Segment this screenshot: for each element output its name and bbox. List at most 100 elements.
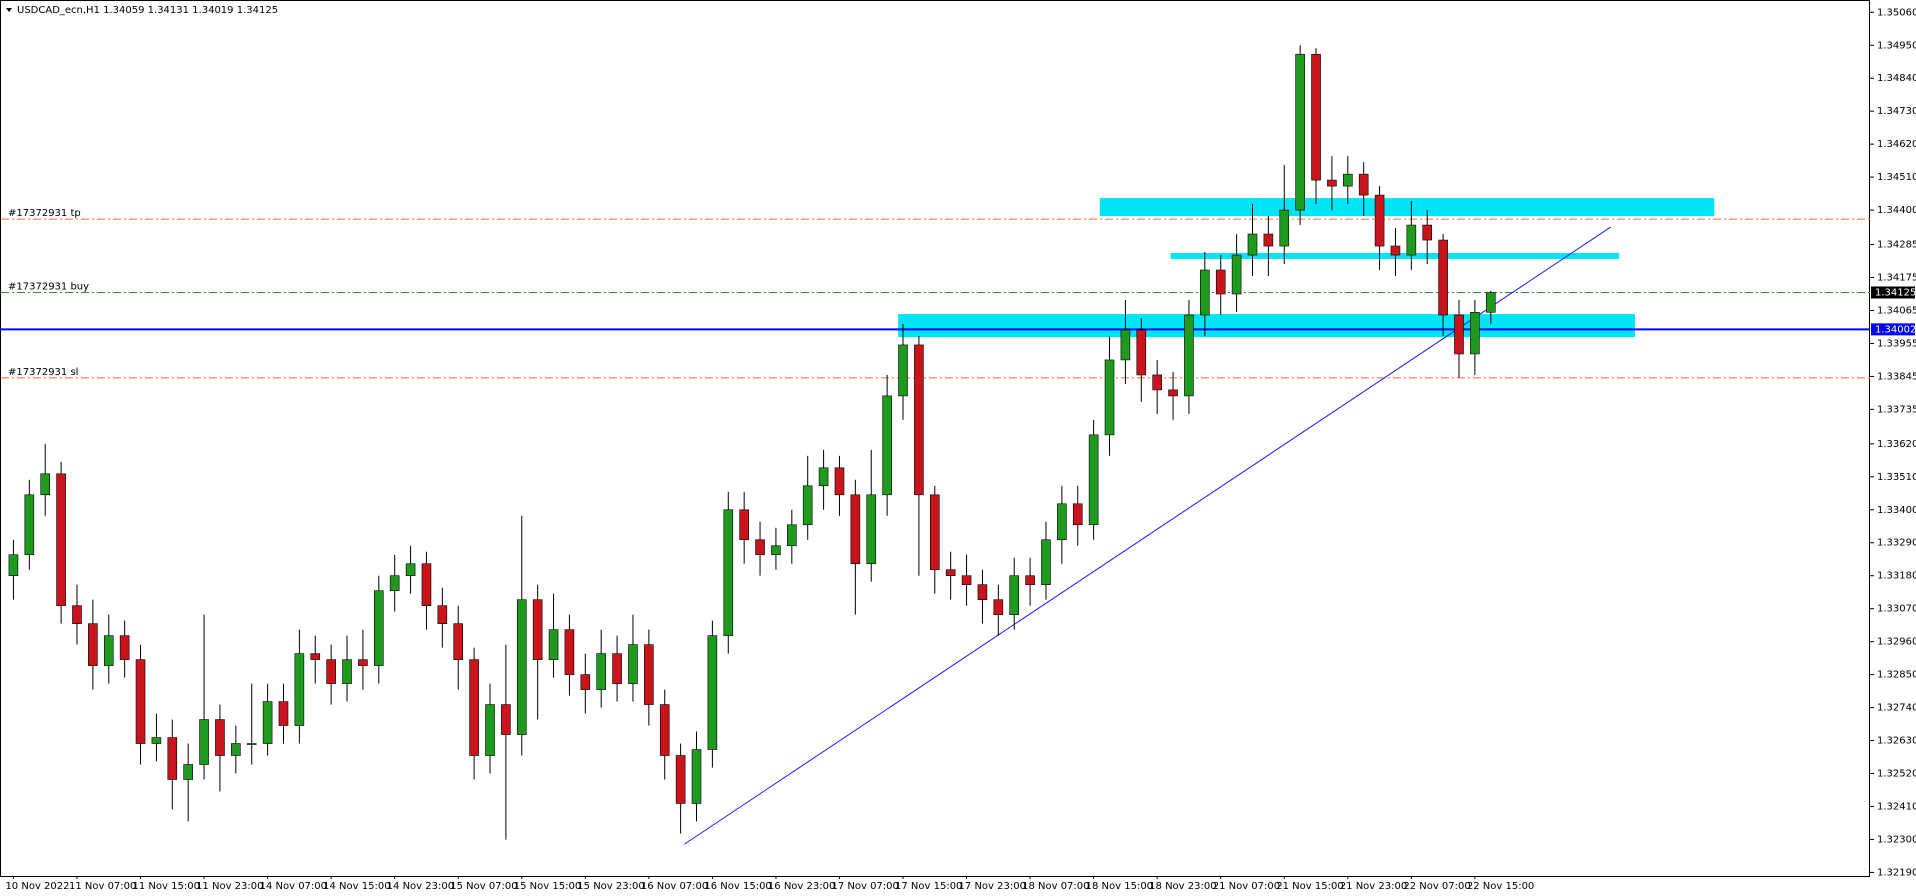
candle-body	[818, 467, 829, 487]
candle-body	[723, 509, 734, 636]
x-tick-label: 21 Nov 15:00	[1276, 881, 1343, 892]
y-tick-label: 1.32410	[1877, 801, 1916, 812]
candle-body	[1041, 539, 1051, 585]
candle-body	[199, 719, 209, 765]
candle-body	[834, 467, 845, 496]
price-tag-label: 1.34125	[1875, 287, 1916, 298]
candle-body	[326, 659, 336, 684]
candle-body	[1025, 575, 1035, 585]
candle-body	[1136, 329, 1147, 376]
candle-body	[787, 524, 797, 547]
y-tick-label: 1.33510	[1877, 472, 1916, 483]
candle-body	[405, 563, 416, 577]
candle-body	[1374, 194, 1385, 247]
candle-body	[310, 653, 321, 660]
y-tick-label: 1.34175	[1877, 273, 1916, 284]
y-tick-label: 1.34285	[1877, 240, 1916, 251]
level-label: #17372931 buy	[8, 281, 89, 292]
candle-body	[56, 473, 66, 606]
y-tick-label: 1.33290	[1877, 538, 1916, 549]
candle-body	[1311, 53, 1321, 181]
candle-body	[802, 485, 813, 526]
y-tick-label: 1.33400	[1877, 505, 1916, 516]
x-tick-label: 14 Nov 15:00	[323, 881, 390, 892]
x-tick-label: 22 Nov 15:00	[1467, 881, 1534, 892]
candle-body	[628, 644, 638, 684]
candle-body	[1406, 224, 1417, 256]
candle-body	[1295, 53, 1305, 211]
candle-body	[707, 635, 718, 750]
candle-body	[1438, 239, 1448, 316]
x-tick-label: 16 Nov 07:00	[641, 881, 708, 892]
candle-body	[548, 629, 559, 660]
candle-body	[771, 545, 781, 556]
x-tick-label: 14 Nov 07:00	[260, 881, 327, 892]
candle-body	[612, 653, 622, 684]
y-tick-label: 1.34065	[1877, 305, 1916, 316]
y-tick-label: 1.34400	[1877, 205, 1916, 216]
x-tick-label: 17 Nov 07:00	[831, 881, 898, 892]
candle-body	[882, 395, 892, 496]
zone	[1170, 252, 1620, 259]
candle-body	[342, 659, 352, 684]
y-tick-label: 1.32520	[1877, 769, 1916, 780]
candle-body	[1422, 224, 1433, 241]
candle-body	[1454, 314, 1464, 355]
x-tick-label: 15 Nov 15:00	[514, 881, 581, 892]
x-tick-label: 18 Nov 07:00	[1022, 881, 1089, 892]
y-tick-label: 1.34510	[1877, 172, 1916, 183]
x-tick-label: 21 Nov 23:00	[1340, 881, 1407, 892]
price-tag-label: 1.34002	[1875, 324, 1916, 335]
candle-body	[1247, 233, 1258, 256]
y-tick-label: 1.34950	[1877, 40, 1916, 51]
x-tick-label: 21 Nov 07:00	[1213, 881, 1280, 892]
candle-body	[72, 605, 82, 624]
y-tick-label: 1.32630	[1877, 736, 1916, 747]
candle-body	[739, 509, 749, 541]
candle-body	[358, 659, 368, 666]
candle-body	[501, 704, 511, 735]
level-label: #17372931 tp	[8, 208, 81, 219]
candle-body	[167, 737, 178, 780]
x-tick-label: 11 Nov 15:00	[133, 881, 200, 892]
x-tick-label: 18 Nov 23:00	[1149, 881, 1216, 892]
candle-body	[1088, 434, 1099, 526]
candle-body	[850, 494, 861, 565]
candle-body	[961, 575, 972, 585]
y-tick-label: 1.32190	[1877, 867, 1916, 878]
candle-body	[437, 605, 448, 624]
candle-body	[1327, 179, 1337, 187]
candle-body	[945, 569, 956, 577]
x-tick-label: 11 Nov 07:00	[69, 881, 136, 892]
candle-body	[1009, 575, 1020, 615]
candle-body	[1184, 314, 1194, 397]
candle-body	[564, 629, 575, 675]
y-tick-label: 1.34840	[1877, 73, 1916, 84]
y-tick-label: 1.33845	[1877, 371, 1916, 382]
candle-body	[278, 701, 289, 726]
candle-body	[1168, 389, 1178, 397]
candle-body	[898, 344, 908, 397]
y-tick-label: 1.32740	[1877, 703, 1916, 714]
candle-body	[1470, 311, 1480, 355]
candle-body	[516, 599, 527, 735]
zone	[898, 314, 1635, 338]
x-tick-label: 14 Nov 23:00	[387, 881, 454, 892]
candle-body	[866, 494, 877, 565]
candle-body	[1390, 245, 1401, 256]
candle-body	[1120, 329, 1131, 361]
candle-body	[88, 623, 98, 666]
candle-body	[914, 344, 924, 496]
candle-body	[755, 539, 765, 556]
candle-body	[119, 635, 130, 660]
candle-body	[1215, 269, 1226, 295]
candle-body	[1279, 209, 1290, 247]
candle-body	[135, 659, 146, 744]
candle-body	[453, 623, 464, 660]
x-tick-label: 15 Nov 23:00	[577, 881, 644, 892]
x-tick-label: 17 Nov 15:00	[895, 881, 962, 892]
candle-body	[675, 755, 686, 804]
price-tag	[1871, 286, 1915, 299]
